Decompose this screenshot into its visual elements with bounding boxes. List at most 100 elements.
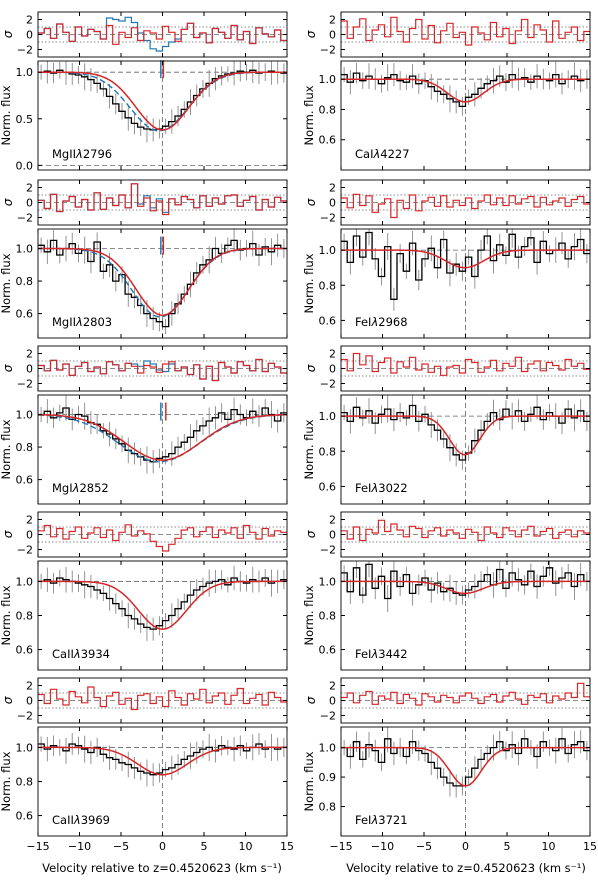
line-label-ion: CaI: [355, 147, 373, 161]
residual-ytick-label: 2: [329, 680, 336, 693]
line-label-FeI3442: FeIλ3442: [355, 647, 408, 661]
line-label-lambda-symbol: λ: [75, 315, 83, 329]
model-curve: [37, 413, 288, 461]
residual-series: [341, 16, 590, 46]
flux-ytick-label: 0.6: [16, 474, 34, 487]
flux-xtick-label: −5: [416, 840, 432, 853]
flux-ytick-label: 0.0: [16, 159, 34, 172]
flux-ytick-label: 0.6: [319, 314, 337, 327]
line-label-MgII2796: MgIIλ2796: [52, 147, 112, 161]
flux-ytick-label: 0.8: [319, 103, 337, 116]
line-label-wavelength: 3721: [378, 813, 407, 827]
line-label-lambda-symbol: λ: [370, 315, 378, 329]
line-label-ion: CaII: [52, 813, 74, 827]
flux-ytick-label: 1.0: [16, 575, 34, 588]
residual-y-axis-label: σ: [1, 696, 15, 704]
line-label-ion: FeI: [355, 647, 371, 661]
residual-y-axis-label: σ: [1, 364, 15, 372]
line-label-CaII3969: CaIIλ3969: [52, 813, 110, 827]
line-label-lambda-symbol: λ: [73, 647, 81, 661]
residual-ytick-label: −2: [320, 212, 336, 225]
residual-ytick-label: 0: [329, 29, 336, 42]
line-label-wavelength: 3442: [378, 647, 407, 661]
flux-ytick-label: 1.0: [319, 742, 337, 755]
flux-xtick-label: −15: [26, 840, 49, 853]
flux-xtick-label: 5: [504, 840, 511, 853]
flux-ytick-label: 1.0: [16, 243, 34, 256]
residual-ytick-label: −2: [320, 378, 336, 391]
residual-ytick-label: 2: [26, 14, 33, 27]
line-label-lambda-symbol: λ: [370, 647, 378, 661]
residual-ytick-label: 0: [329, 363, 336, 376]
residual-ytick-label: 2: [26, 182, 33, 195]
residual-ytick-label: 2: [26, 680, 33, 693]
line-label-ion: MgII: [52, 315, 76, 329]
flux-ytick-label: 1.0: [16, 741, 34, 754]
residual-ytick-label: 0: [26, 197, 33, 210]
flux-ytick-label: 1.0: [319, 410, 337, 423]
flux-ytick-label: 0.8: [319, 279, 337, 292]
residual-series: [341, 519, 590, 542]
flux-data-series: [38, 743, 287, 776]
flux-ytick-label: 1.0: [16, 409, 34, 422]
residual-panel-FeI3721: −2 0 2 σ: [304, 677, 591, 724]
residual-panel-MgI2852: −2 0 2 σ: [1, 345, 288, 392]
flux-ytick-label: 1.0: [16, 66, 34, 79]
flux-xtick-label: 0: [159, 840, 166, 853]
flux-ytick-label: 1.0: [319, 73, 337, 86]
flux-ytick-label: 0.5: [16, 113, 34, 126]
flux-ytick-label: 0.6: [319, 134, 337, 147]
line-label-CaII3934: CaIIλ3934: [52, 647, 110, 661]
flux-data-series: [341, 404, 590, 461]
residual-panel-CaI4227: −2 0 2 σ: [304, 11, 591, 58]
residual-panel-MgII2803: −2 0 2 σ: [1, 179, 288, 226]
residual-ytick-label: 0: [329, 197, 336, 210]
x-axis-label-left: Velocity relative to z=0.4520623 (km s⁻¹…: [42, 861, 282, 875]
flux-data-series: [38, 577, 287, 630]
model-curve: [38, 247, 287, 316]
line-label-wavelength: 3969: [81, 813, 110, 827]
residual-panel-CaII3934: −2 0 2 σ: [1, 511, 288, 558]
line-label-FeI3721: FeIλ3721: [355, 813, 408, 827]
line-label-ion: FeI: [355, 315, 371, 329]
residual-ytick-label: 2: [26, 348, 33, 361]
flux-ytick-label: 0.9: [319, 771, 337, 784]
line-label-ion: MgII: [52, 147, 76, 161]
line-label-wavelength: 2852: [79, 481, 108, 495]
panel-CaII3969: −2 0 2 σ 0.6 0.8 1.0 −15 −10 −5 0 5 10 15 Norm. flux Ca…: [0, 677, 294, 853]
flux-y-axis-label: Norm. flux: [0, 751, 13, 811]
residual-ytick-label: 2: [329, 14, 336, 27]
residual-ytick-label: 2: [26, 514, 33, 527]
residual-ytick-label: −2: [17, 44, 33, 57]
flux-data-series: [341, 231, 590, 300]
line-label-lambda-symbol: λ: [75, 147, 83, 161]
residual-series: [38, 686, 287, 711]
flux-y-axis-label: Norm. flux: [302, 253, 316, 313]
model-curve: [341, 580, 590, 595]
flux-xtick-label: −10: [68, 840, 91, 853]
residual-panel-CaII3969: −2 0 2 σ: [1, 677, 288, 724]
model-curve: [341, 415, 590, 456]
line-label-wavelength: 2796: [83, 147, 112, 161]
residual-ytick-label: −2: [320, 44, 336, 57]
residual-panel-FeI2968: −2 0 2 σ: [304, 179, 591, 226]
line-label-ion: FeI: [355, 813, 371, 827]
model-curve: [341, 249, 590, 269]
residual-y-axis-label: σ: [304, 198, 318, 206]
flux-ytick-label: 0.8: [16, 441, 34, 454]
line-label-wavelength: 2803: [83, 315, 112, 329]
residual-ytick-label: 2: [329, 182, 336, 195]
flux-y-axis-label: Norm. flux: [0, 419, 13, 479]
